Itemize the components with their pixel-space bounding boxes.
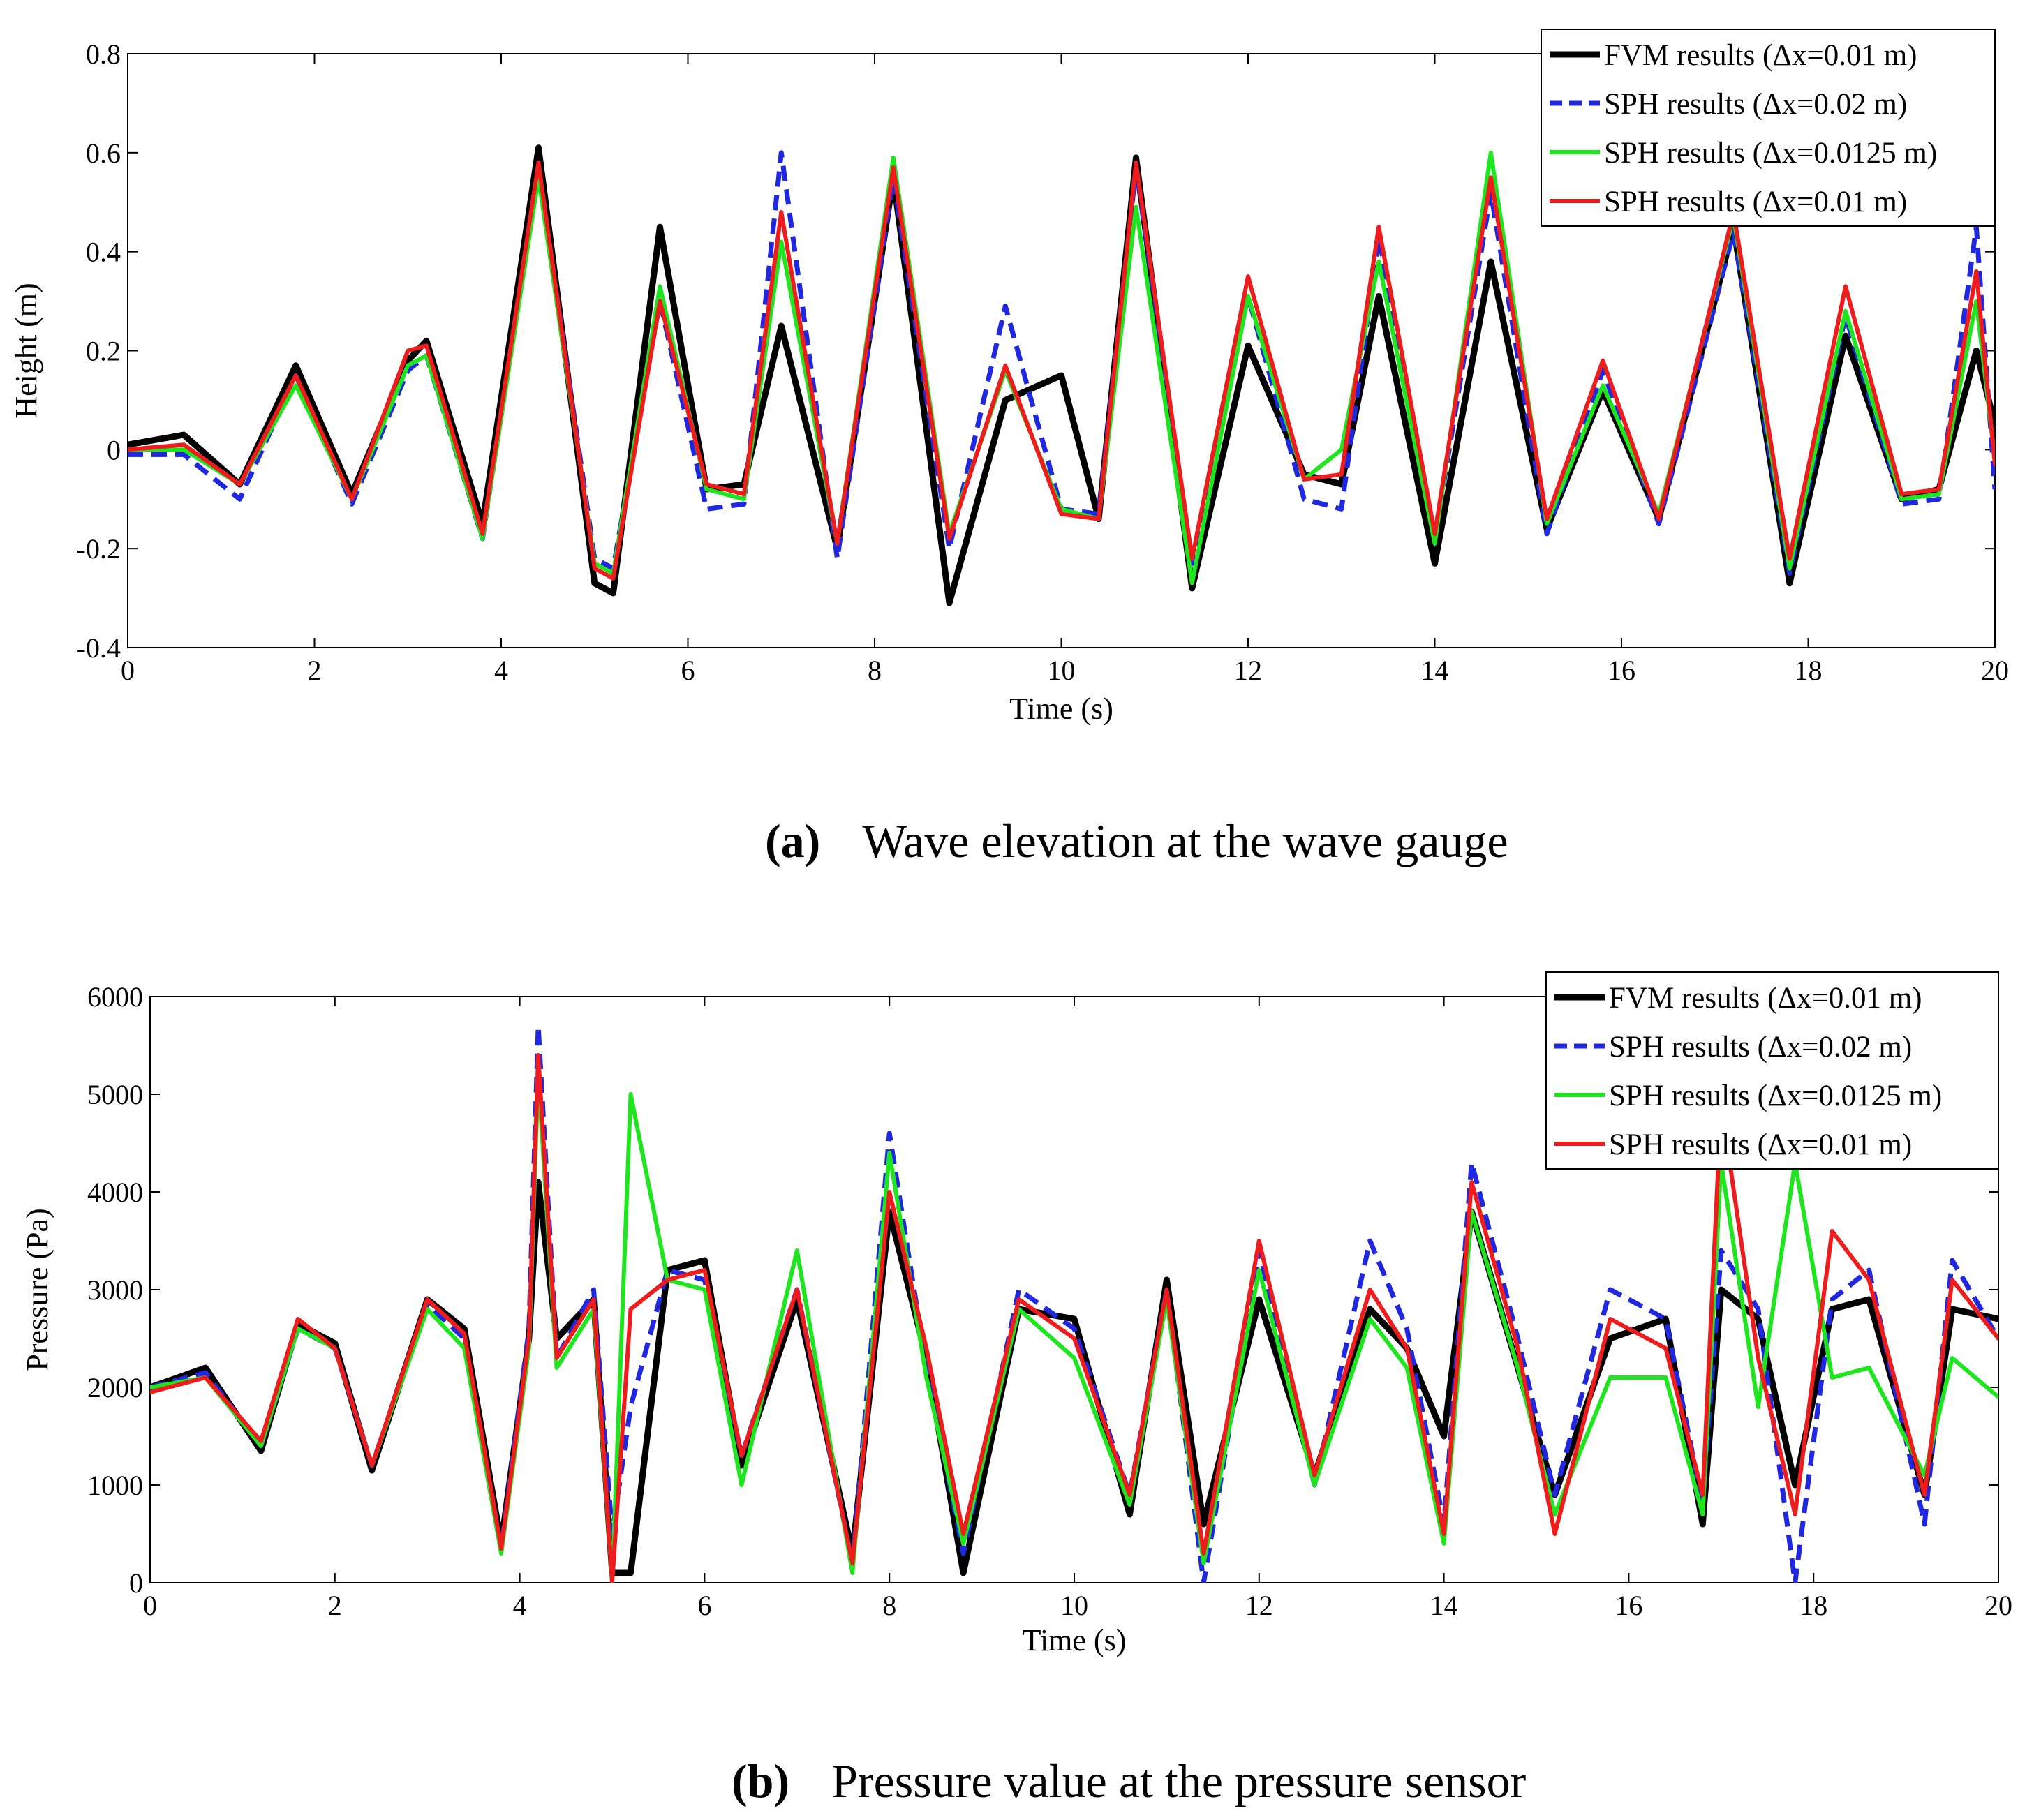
x-tick-label: 2	[328, 1590, 342, 1621]
x-tick-label: 14	[1430, 1590, 1458, 1621]
legend-label-3: SPH results (Δx=0.01 m)	[1609, 1128, 1912, 1161]
series-group	[150, 1023, 1998, 1583]
x-tick-label: 16	[1608, 655, 1635, 686]
x-tick-label: 20	[1981, 655, 2009, 686]
y-tick-label: 3000	[87, 1274, 143, 1306]
x-tick-label: 6	[697, 1590, 711, 1621]
y-tick-label: 0.4	[86, 237, 121, 268]
y-tick-label: 2000	[87, 1372, 143, 1403]
y-tick-label: -0.4	[77, 632, 121, 664]
series-line-3	[128, 161, 1995, 581]
x-tick-label: 10	[1048, 655, 1076, 686]
legend: FVM results (Δx=0.01 m) SPH results (Δx=0…	[1545, 971, 1999, 1170]
legend-label-0: FVM results (Δx=0.01 m)	[1604, 39, 1917, 72]
y-tick-label: 0.8	[86, 38, 121, 70]
series-line-0	[150, 1179, 1998, 1576]
x-tick-label: 10	[1060, 1590, 1088, 1621]
chart-pressure: 0 2 4 6 8 10 12 14 16 18 20 0 1000 2000 3000 4000 5000 60…	[20, 971, 2012, 1657]
legend-label-2: SPH results (Δx=0.0125 m)	[1609, 1080, 1942, 1112]
caption-a-tag: (a)	[765, 814, 820, 867]
y-tick-label: 0	[129, 1567, 143, 1599]
legend-label-1: SPH results (Δx=0.02 m)	[1604, 88, 1907, 121]
y-axis-label: Height (m)	[9, 283, 43, 418]
x-tick-label: 2	[308, 655, 322, 686]
y-tick-label: 6000	[87, 981, 143, 1013]
legend-box	[1545, 971, 1999, 1170]
y-tick-label: 1000	[87, 1470, 143, 1501]
caption-b: (b) Pressure value at the pressure sensor	[732, 1754, 1527, 1807]
series-line-3	[150, 1053, 1998, 1583]
x-tick-label: 16	[1615, 1590, 1642, 1621]
legend-label-0: FVM results (Δx=0.01 m)	[1609, 982, 1922, 1015]
y-tick-label: 0.2	[86, 336, 121, 367]
y-tick-label: 4000	[87, 1177, 143, 1208]
x-tick-label: 6	[681, 655, 695, 686]
y-tick-label: 0	[107, 434, 121, 465]
y-axis-label: Pressure (Pa)	[20, 1208, 54, 1371]
caption-b-text: Pressure value at the pressure sensor	[831, 1754, 1526, 1807]
legend-label-2: SPH results (Δx=0.0125 m)	[1604, 137, 1937, 170]
legend-label-3: SPH results (Δx=0.01 m)	[1604, 186, 1907, 218]
x-tick-label: 12	[1234, 655, 1262, 686]
y-tick-label: 5000	[87, 1079, 143, 1110]
legend: FVM results (Δx=0.01 m) SPH results (Δx=0…	[1541, 29, 1996, 227]
x-tick-label: 18	[1799, 1590, 1827, 1621]
series-group	[128, 144, 1995, 606]
caption-a: (a) Wave elevation at the wave gauge	[765, 814, 1508, 867]
x-tick-label: 12	[1245, 1590, 1273, 1621]
x-tick-label: 0	[121, 655, 135, 686]
x-tick-label: 8	[882, 1590, 896, 1621]
legend-label-1: SPH results (Δx=0.02 m)	[1609, 1031, 1912, 1064]
caption-a-text: Wave elevation at the wave gauge	[862, 814, 1508, 867]
x-axis-label: Time (s)	[1023, 1623, 1127, 1657]
x-tick-label: 4	[494, 655, 508, 686]
x-tick-label: 14	[1421, 655, 1449, 686]
x-tick-label: 18	[1795, 655, 1823, 686]
x-tick-label: 4	[513, 1590, 527, 1621]
caption-b-tag: (b)	[732, 1754, 789, 1807]
chart-wave-elevation: 0 2 4 6 8 10 12 14 16 18 20 -0.4 -0.2 0 0.2 0.4 0.6 0.8 Ti…	[9, 29, 2009, 726]
x-tick-label: 0	[143, 1590, 157, 1621]
y-tick-label: -0.2	[77, 533, 121, 565]
x-axis-label: Time (s)	[1009, 692, 1113, 726]
y-tick-label: 0.6	[86, 137, 121, 169]
x-tick-label: 8	[868, 655, 882, 686]
legend-box	[1541, 29, 1996, 227]
x-tick-label: 20	[1984, 1590, 2012, 1621]
